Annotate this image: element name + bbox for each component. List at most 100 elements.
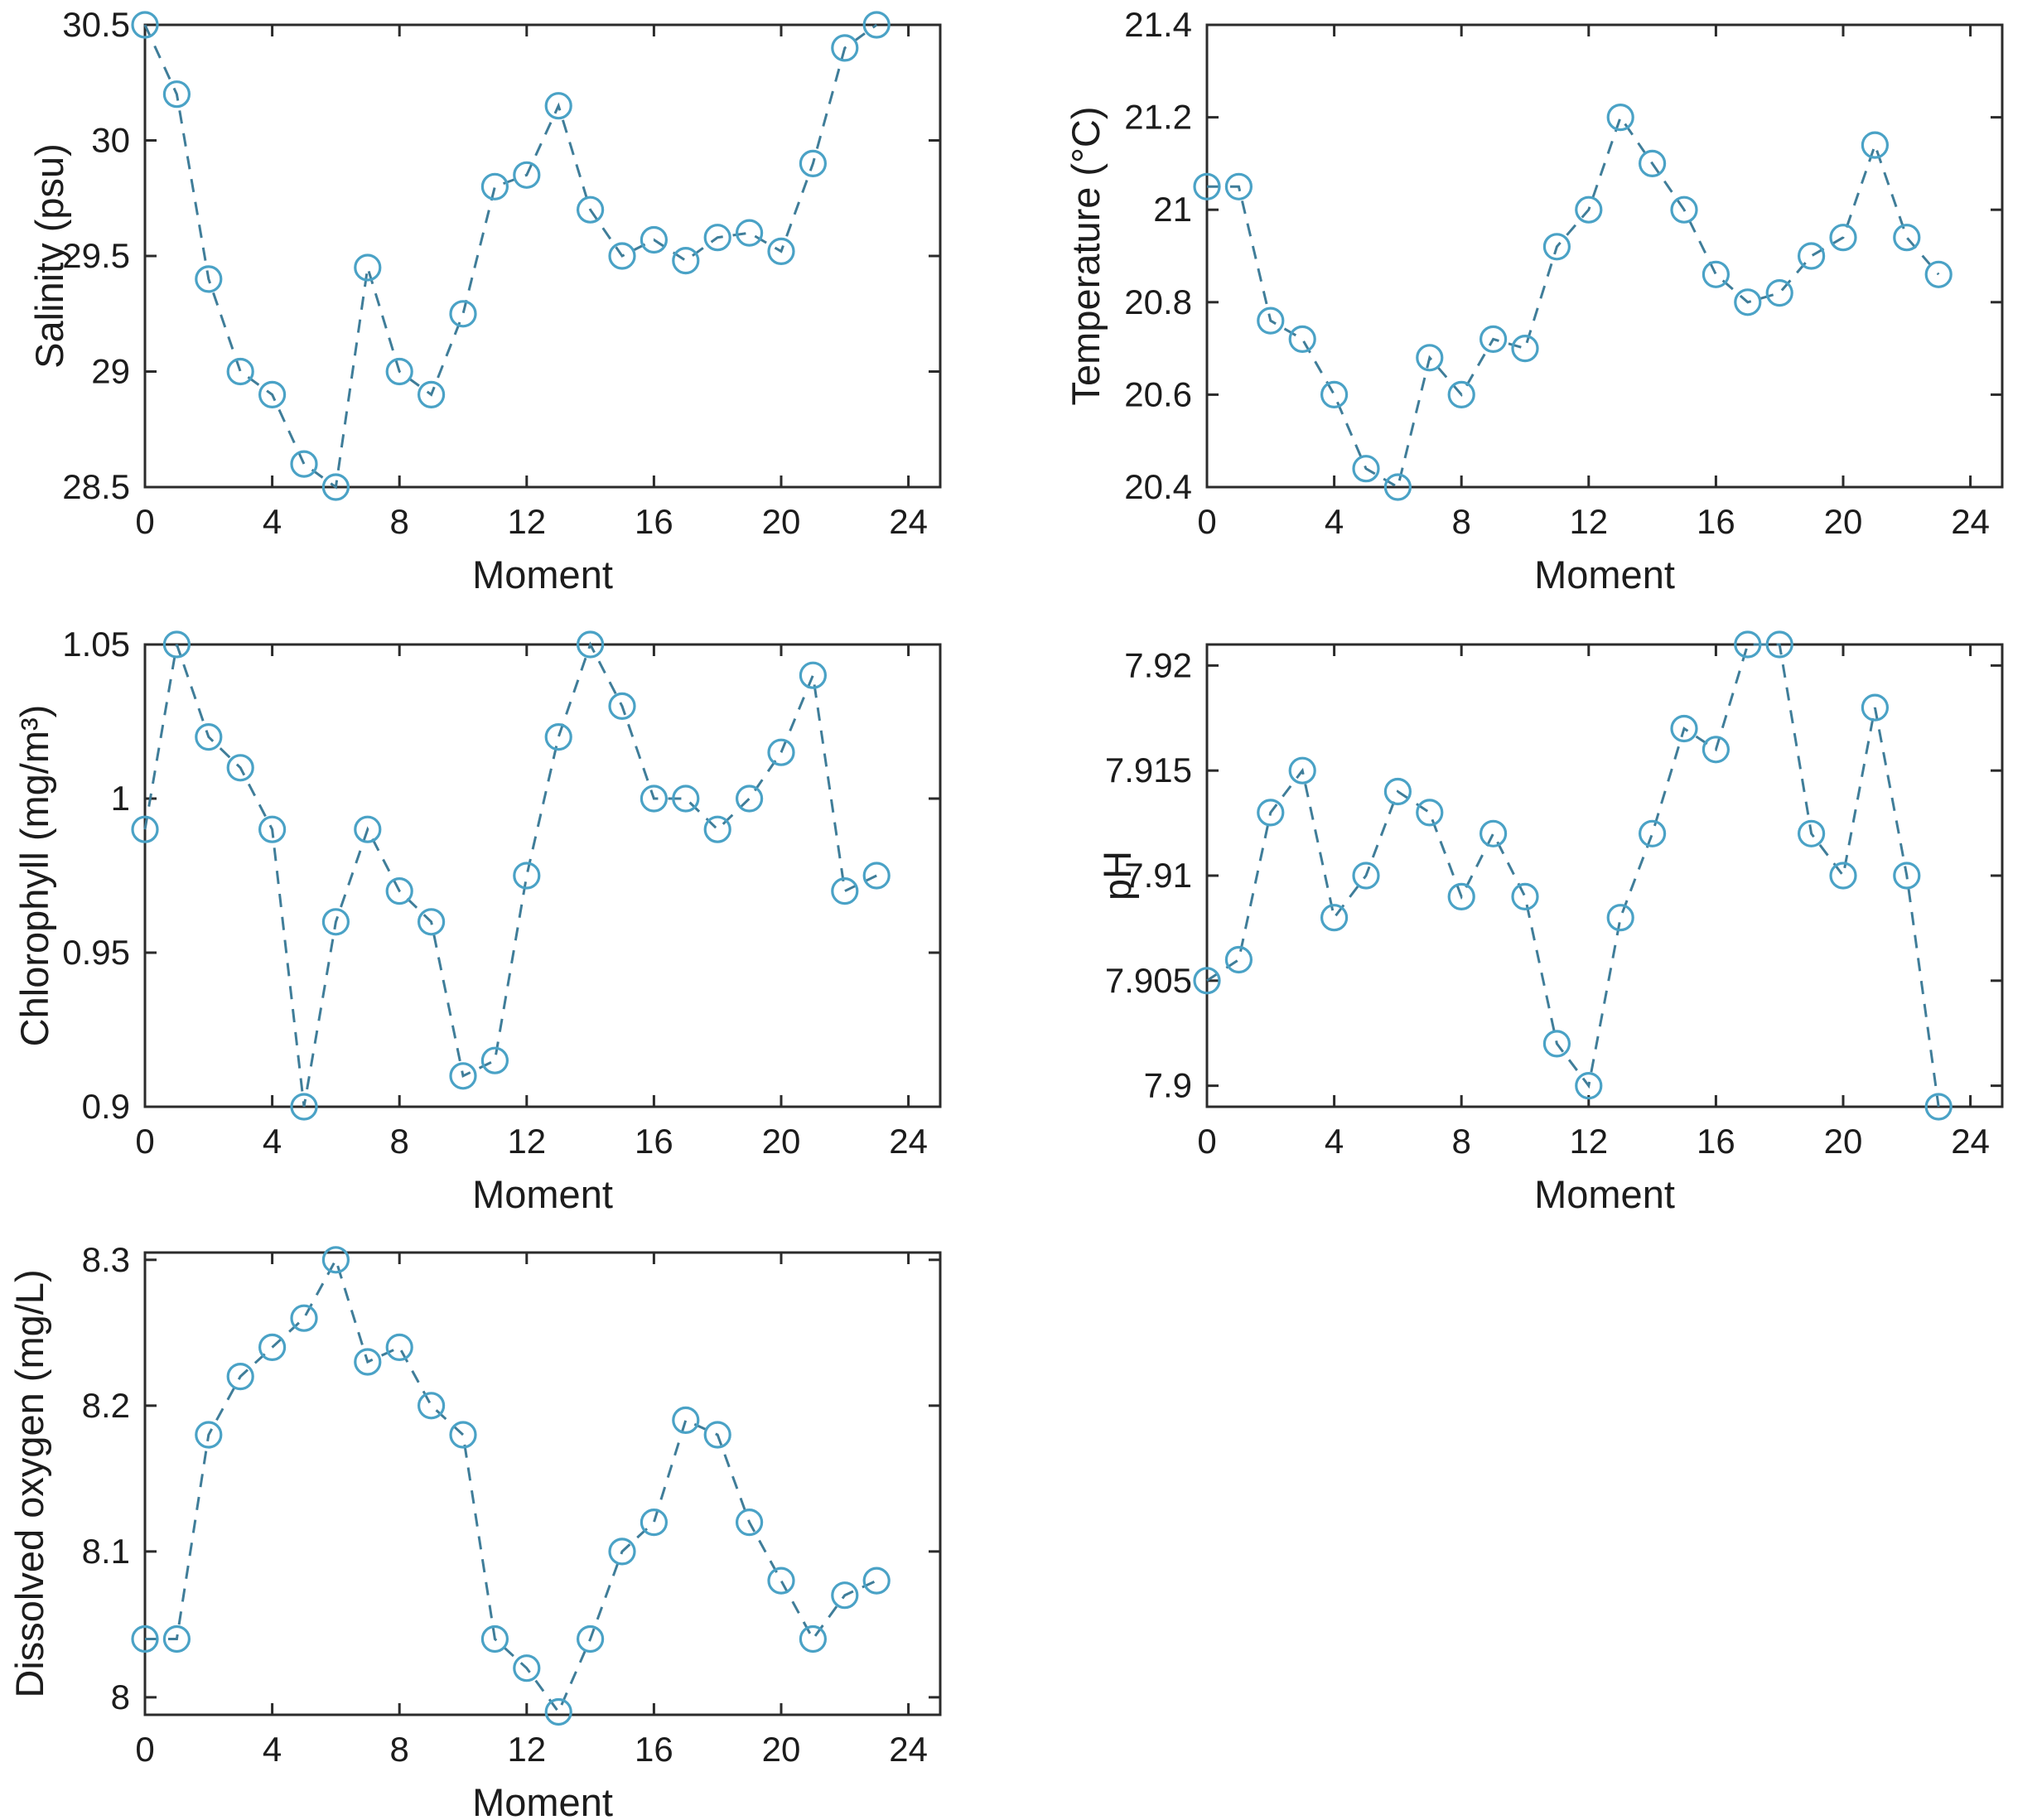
data-marker (226, 357, 254, 386)
data-marker (1702, 736, 1730, 764)
plot-box (1205, 23, 2004, 489)
data-marker (354, 253, 382, 282)
ph-plot-svg: 0 4 8 12 16 20 24 7.9 7.905 7.91 7.915 7.92 Moment pH (1095, 630, 2004, 1216)
salinity-chart: 0 4 8 12 16 20 24 28.5 29 29.5 30 30.5 Moment Salinit… (25, 5, 977, 596)
data-marker (735, 1509, 764, 1537)
data-marker (1447, 380, 1475, 408)
data-marker (1575, 1071, 1603, 1100)
x-tick-label: 16 (1697, 502, 1735, 541)
data-marker (1352, 455, 1380, 483)
data-marker (131, 1624, 159, 1653)
x-tick-label: 16 (635, 1730, 673, 1769)
data-marker (1352, 862, 1380, 890)
data-marker (1893, 862, 1921, 890)
data-marker (1893, 224, 1921, 252)
x-axis-label: Moment (472, 1780, 613, 1820)
data-marker (1670, 196, 1698, 224)
data-marker (385, 357, 413, 386)
data-marker (321, 473, 350, 501)
data-marker (640, 1509, 669, 1537)
x-tick-label: 24 (889, 1122, 928, 1161)
data-marker (1606, 904, 1634, 932)
y-tick-label: 8 (111, 1678, 130, 1716)
x-tick-label: 0 (135, 1730, 154, 1769)
data-marker (1288, 325, 1316, 353)
data-marker (767, 237, 795, 265)
data-marker (576, 196, 605, 224)
data-marker (162, 1624, 191, 1653)
x-tick-label: 24 (1951, 502, 1990, 541)
data-marker (321, 908, 350, 936)
data-marker (195, 1421, 223, 1449)
x-tick-label: 0 (1197, 502, 1216, 541)
data-marker (1734, 630, 1762, 659)
x-axis-label: Moment (472, 553, 613, 596)
x-tick-label: 20 (762, 502, 801, 541)
salinity-plot-svg: 0 4 8 12 16 20 24 28.5 29 29.5 30 30.5 Moment Salinit… (27, 5, 942, 596)
x-tick-label: 12 (507, 1122, 546, 1161)
data-marker (290, 450, 318, 478)
data-marker (672, 1406, 700, 1434)
x-tick-label: 20 (1824, 1122, 1863, 1161)
temperature-plot-svg: 0 4 8 12 16 20 24 20.4 20.6 20.8 21 21.2 21.4 Moment T… (1064, 5, 2004, 596)
x-tick-label: 4 (1325, 1122, 1344, 1161)
x-tick-label: 12 (507, 1730, 546, 1769)
data-marker (480, 172, 509, 200)
data-marker (1829, 862, 1857, 890)
x-tick-label: 8 (1452, 1122, 1471, 1161)
data-marker (449, 1062, 477, 1090)
data-marker (1224, 172, 1253, 200)
data-marker (799, 149, 828, 177)
x-axis-label: Moment (472, 1172, 613, 1216)
y-axis-label: pH (1095, 851, 1139, 900)
data-marker (1288, 756, 1316, 784)
x-tick-label: 0 (135, 1122, 154, 1161)
ph-chart: 0 4 8 12 16 20 24 7.9 7.905 7.91 7.915 7.92 Moment pH (1048, 626, 2035, 1216)
y-tick-label: 21.4 (1124, 5, 1192, 44)
data-marker (862, 862, 891, 890)
data-marker (480, 1624, 509, 1653)
x-tick-label: 16 (635, 1122, 673, 1161)
data-marker (513, 862, 541, 890)
x-tick-label: 8 (390, 1730, 409, 1769)
data-marker (449, 1421, 477, 1449)
data-marker (1797, 819, 1826, 847)
data-marker (608, 692, 636, 721)
data-marker (1416, 799, 1444, 827)
data-marker (513, 161, 541, 189)
data-marker (1383, 473, 1412, 501)
data-marker (418, 1392, 446, 1420)
data-marker (1829, 224, 1857, 252)
x-axis-label: Moment (1534, 1172, 1675, 1216)
dissolved-oxygen-chart: 0 4 8 12 16 20 24 8 8.1 8.2 8.3 Moment Dissolved oxy… (7, 1234, 977, 1820)
y-tick-label: 8.2 (82, 1386, 130, 1425)
dissolved-oxygen-plot-svg: 0 4 8 12 16 20 24 8 8.1 8.2 8.3 Moment Dissolved oxy… (7, 1240, 942, 1820)
data-marker (1383, 777, 1412, 806)
data-marker (608, 242, 636, 270)
y-tick-label: 29 (91, 352, 130, 391)
plot-box (143, 1251, 942, 1716)
data-marker (131, 815, 159, 843)
data-marker (354, 815, 382, 843)
data-marker (258, 1333, 287, 1361)
y-tick-label: 30 (91, 121, 130, 160)
data-marker (1193, 967, 1221, 995)
data-marker (290, 1304, 318, 1332)
data-marker (640, 225, 669, 254)
y-tick-label: 8.1 (82, 1532, 130, 1571)
x-tick-label: 0 (135, 502, 154, 541)
chlorophyll-plot-svg: 0 4 8 12 16 20 24 0.9 0.95 1 1.05 Moment Chlorophyll… (12, 625, 942, 1216)
series-line (145, 1256, 877, 1715)
x-tick-label: 20 (762, 1122, 801, 1161)
data-marker (1638, 819, 1667, 847)
data-marker (162, 630, 191, 659)
y-tick-label: 7.91 (1124, 856, 1192, 895)
y-tick-label: 29.5 (62, 236, 130, 275)
data-marker (1257, 799, 1285, 827)
data-marker (1861, 131, 1890, 159)
x-tick-label: 16 (635, 502, 673, 541)
data-marker (703, 815, 731, 843)
y-tick-label: 20.6 (1124, 374, 1192, 413)
data-marker (226, 1363, 254, 1391)
plot-box (143, 643, 942, 1108)
